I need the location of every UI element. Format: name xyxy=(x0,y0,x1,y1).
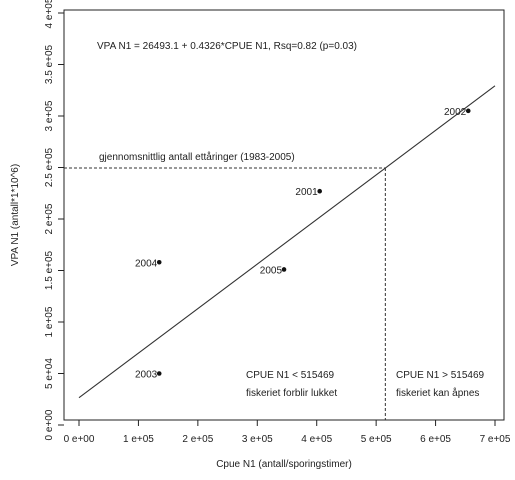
y-tick-label: 1 e+05 xyxy=(44,306,55,337)
y-tick-label: 2.5 e+05 xyxy=(44,147,55,187)
mean-reference-label: gjennomsnittlig antall ettåringer (1983-… xyxy=(99,151,295,163)
x-tick-label: 5 e+05 xyxy=(361,434,392,445)
point-label: 2003 xyxy=(135,370,158,381)
y-axis: 0 e+00 5 e+04 1 e+05 1.5 e+05 2 e+05 2.5 e+05… xyxy=(44,0,64,440)
x-tick-label: 7 e+05 xyxy=(480,434,511,445)
x-tick-label: 0 e+00 xyxy=(64,434,95,445)
point-label: 2005 xyxy=(260,265,283,276)
x-tick-label: 1 e+05 xyxy=(123,434,154,445)
regression-equation: VPA N1 = 26493.1 + 0.4326*CPUE N1, Rsq=0… xyxy=(97,41,357,52)
x-tick-label: 3 e+05 xyxy=(242,434,273,445)
y-tick-label: 5 e+04 xyxy=(44,358,55,389)
x-tick-label: 2 e+05 xyxy=(182,434,213,445)
zone-open-line2: fiskeriet kan åpnes xyxy=(396,387,479,399)
x-axis-title: Cpue N1 (antall/sporingstimer) xyxy=(216,459,352,470)
y-axis-title: VPA N1 (antall*1*10^6) xyxy=(10,164,21,266)
x-axis: 0 e+00 1 e+05 2 e+05 3 e+05 4 e+05 5 e+05 6 e+… xyxy=(64,420,511,445)
zone-open-line1: CPUE N1 > 515469 xyxy=(396,370,485,381)
zone-closed-line2: fiskeriet forblir lukket xyxy=(246,388,337,399)
y-tick-label: 4 e+05 xyxy=(44,0,55,28)
y-tick-label: 2 e+05 xyxy=(44,203,55,234)
y-tick-label: 3.5 e+05 xyxy=(44,44,55,84)
y-tick-label: 3 e+05 xyxy=(44,100,55,131)
point-label: 2001 xyxy=(295,187,318,198)
plot-frame xyxy=(63,9,505,421)
y-tick-label: 0 e+00 xyxy=(44,409,55,440)
x-tick-label: 4 e+05 xyxy=(301,434,332,445)
data-point xyxy=(156,371,162,376)
x-tick-label: 6 e+05 xyxy=(420,434,451,445)
data-point xyxy=(156,259,162,265)
y-tick-label: 1.5 e+05 xyxy=(44,250,55,290)
data-point xyxy=(465,108,471,114)
point-label: 2004 xyxy=(135,258,158,269)
point-label: 2002 xyxy=(444,107,467,118)
data-point xyxy=(317,188,322,194)
data-point xyxy=(281,267,287,272)
zone-closed-line1: CPUE N1 < 515469 xyxy=(246,370,335,381)
regression-line xyxy=(78,85,496,399)
data-points: 2002 2001 2004 2005 2003 xyxy=(135,107,471,381)
